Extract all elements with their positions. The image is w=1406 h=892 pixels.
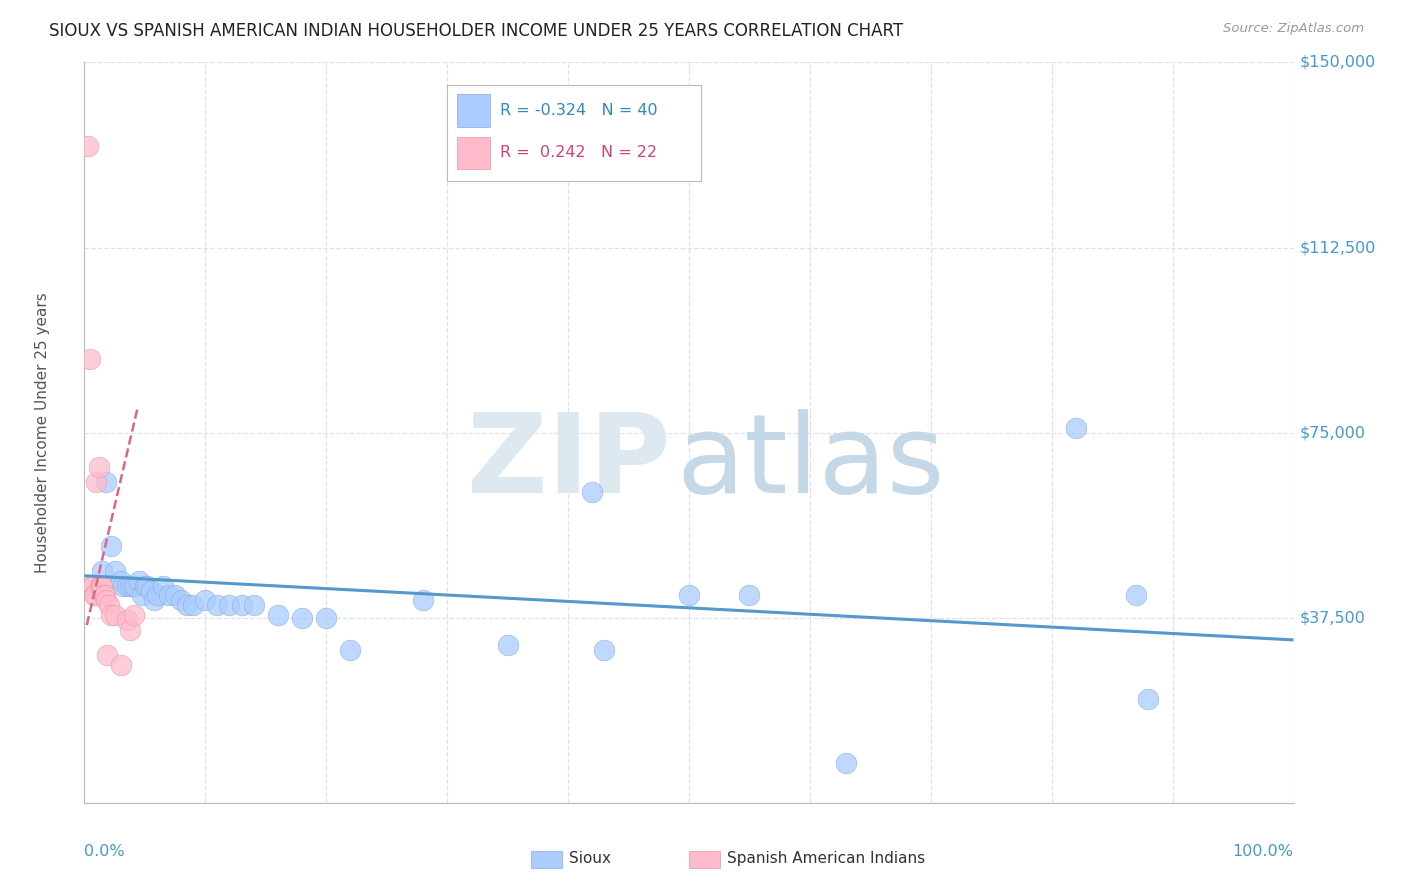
Point <box>110 657 132 672</box>
Point <box>143 593 166 607</box>
Point <box>496 638 519 652</box>
Text: Source: ZipAtlas.com: Source: ZipAtlas.com <box>1223 22 1364 36</box>
Point <box>242 599 264 613</box>
Point <box>77 139 100 153</box>
Point <box>80 579 103 593</box>
Point <box>89 579 111 593</box>
Point <box>122 608 145 623</box>
Point <box>96 648 118 662</box>
Point <box>218 599 240 613</box>
Point <box>110 574 132 588</box>
Point <box>93 589 115 603</box>
Text: $112,500: $112,500 <box>1299 240 1376 255</box>
Text: $75,000: $75,000 <box>1299 425 1365 440</box>
Point <box>104 564 127 578</box>
Point <box>86 475 108 489</box>
Point <box>94 475 117 489</box>
Point <box>152 579 174 593</box>
Text: Sioux: Sioux <box>569 851 612 865</box>
Point <box>678 589 700 603</box>
Point <box>115 579 138 593</box>
Point <box>207 599 229 613</box>
Point <box>339 642 361 657</box>
Text: ZIP: ZIP <box>467 409 671 516</box>
Point <box>94 589 117 603</box>
Point <box>1137 692 1160 706</box>
Point <box>84 589 107 603</box>
Point <box>134 579 156 593</box>
Point <box>170 593 193 607</box>
Point <box>315 610 337 624</box>
Point <box>94 593 117 607</box>
Text: $150,000: $150,000 <box>1299 55 1376 70</box>
Point <box>131 589 153 603</box>
Point <box>1125 589 1147 603</box>
Text: $37,500: $37,500 <box>1299 610 1365 625</box>
Point <box>104 608 127 623</box>
Point <box>97 599 120 613</box>
Point <box>165 589 187 603</box>
Point <box>128 574 150 588</box>
Point <box>176 599 198 613</box>
Point <box>157 589 180 603</box>
Point <box>835 756 858 771</box>
Point <box>100 539 122 553</box>
Point <box>267 608 290 623</box>
Point <box>231 599 253 613</box>
Point <box>83 589 105 603</box>
Point <box>90 579 112 593</box>
Point <box>112 579 135 593</box>
Point <box>120 579 142 593</box>
Point <box>120 623 142 637</box>
Point <box>181 599 204 613</box>
Point <box>100 608 122 623</box>
Point <box>291 610 314 624</box>
Point <box>593 642 616 657</box>
Point <box>412 593 434 607</box>
Point <box>581 484 603 499</box>
Point <box>121 579 143 593</box>
Point <box>1064 420 1087 434</box>
Point <box>139 583 162 598</box>
Text: 0.0%: 0.0% <box>84 844 125 858</box>
Point <box>738 589 761 603</box>
Point <box>124 579 146 593</box>
Point <box>79 351 101 366</box>
Point <box>146 589 169 603</box>
Point <box>194 593 217 607</box>
Text: Householder Income Under 25 years: Householder Income Under 25 years <box>35 293 49 573</box>
Text: SIOUX VS SPANISH AMERICAN INDIAN HOUSEHOLDER INCOME UNDER 25 YEARS CORRELATION C: SIOUX VS SPANISH AMERICAN INDIAN HOUSEHO… <box>49 22 903 40</box>
Text: 100.0%: 100.0% <box>1233 844 1294 858</box>
Point <box>136 579 159 593</box>
Text: Spanish American Indians: Spanish American Indians <box>727 851 925 865</box>
Text: atlas: atlas <box>676 409 945 516</box>
Point <box>91 579 114 593</box>
Point <box>87 460 110 475</box>
Point <box>115 613 138 627</box>
Point <box>91 564 114 578</box>
Point <box>82 579 104 593</box>
